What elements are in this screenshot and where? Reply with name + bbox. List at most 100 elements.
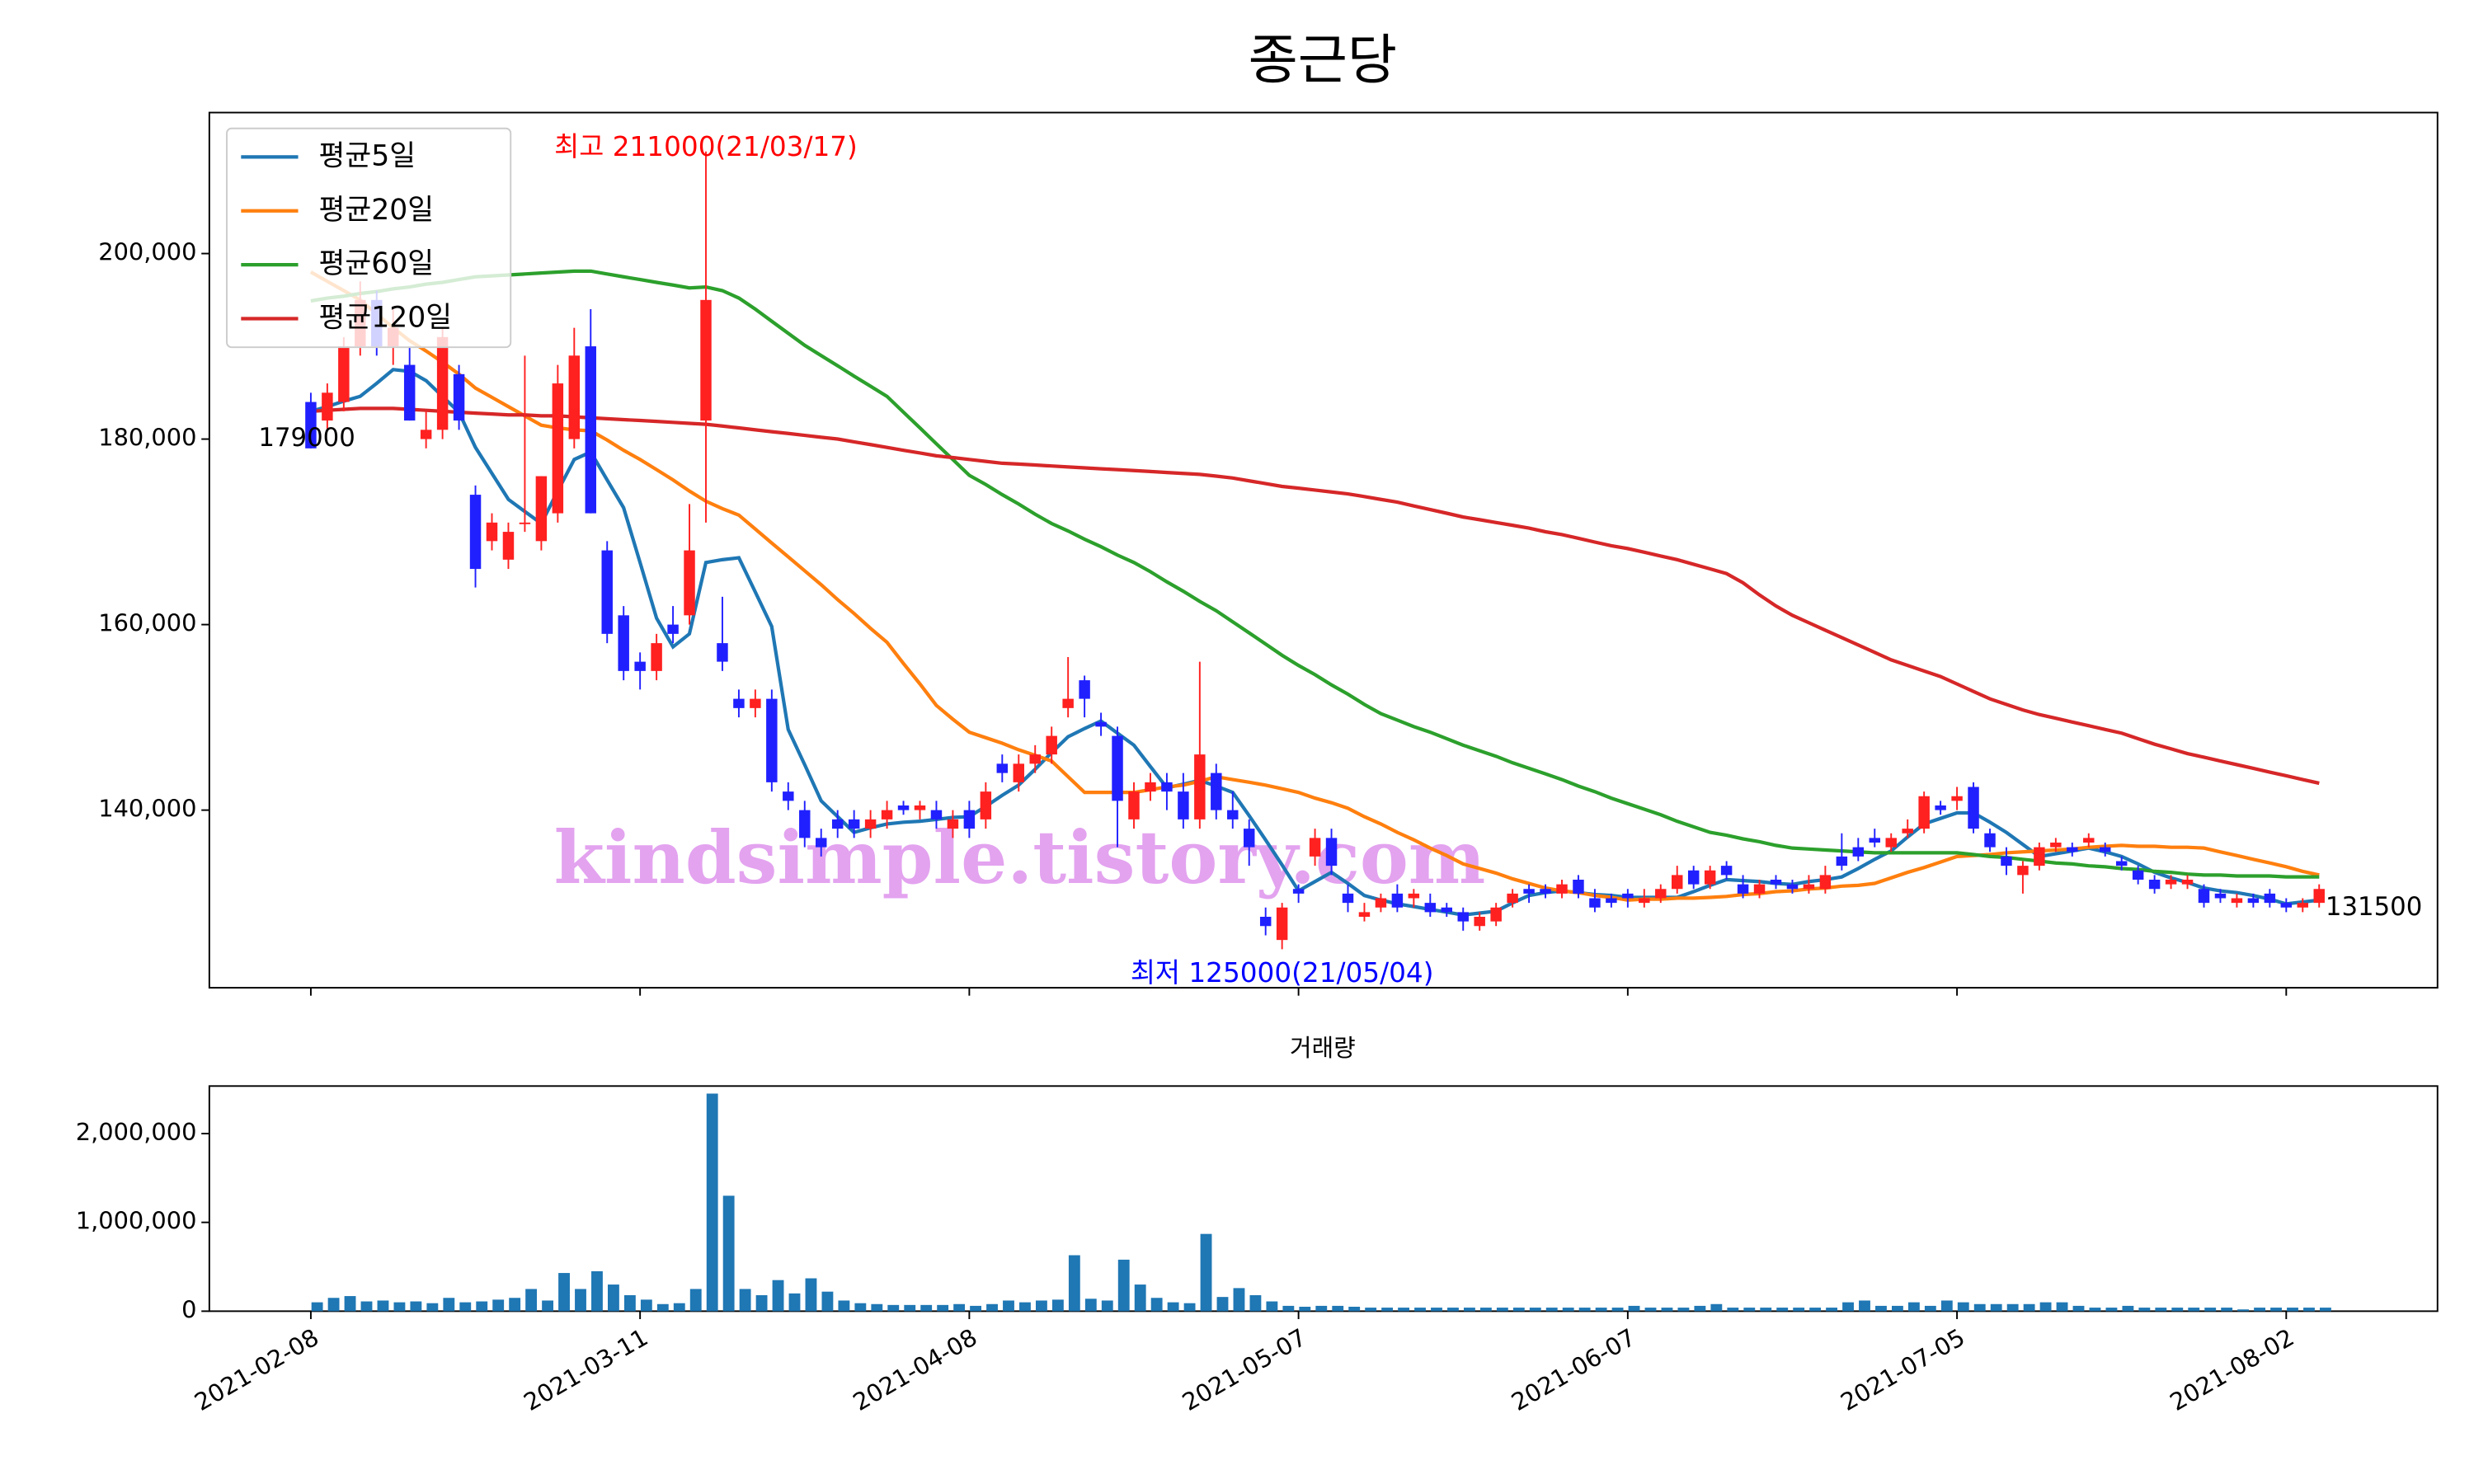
y-tick-label: 200,000 <box>98 238 196 266</box>
volume-bar <box>1183 1303 1196 1312</box>
y-tick-label: 0 <box>181 1295 196 1323</box>
volume-bar <box>1496 1308 1508 1312</box>
candle-body <box>1408 893 1420 899</box>
volume-bar <box>821 1291 834 1312</box>
volume-bar <box>1315 1305 1328 1312</box>
volume-bar <box>1793 1308 1805 1312</box>
candle-body <box>634 661 646 671</box>
candle-body <box>750 698 761 708</box>
volume-bar <box>1348 1306 1361 1312</box>
candle-body <box>2115 861 2128 866</box>
volume-bar <box>608 1284 619 1312</box>
candle-body <box>881 810 893 819</box>
candle-body <box>1424 903 1437 913</box>
candle-body <box>1655 889 1667 899</box>
candle-body <box>1968 787 1979 829</box>
volume-bar <box>2254 1308 2265 1312</box>
volume-bar <box>1036 1300 1047 1312</box>
volume-bar <box>1381 1308 1394 1312</box>
volume-bar <box>393 1302 406 1312</box>
volume-bar <box>1431 1308 1442 1312</box>
volume-bar <box>1464 1308 1475 1312</box>
volume-bar <box>525 1289 538 1312</box>
candle-body <box>519 522 531 524</box>
candle-body <box>2001 856 2012 866</box>
volume-bar <box>871 1303 883 1312</box>
volume-bar <box>311 1302 323 1312</box>
volume-bar <box>1595 1308 1607 1312</box>
volume-bar <box>2287 1308 2298 1312</box>
volume-bar <box>1233 1288 1245 1312</box>
volume-bar <box>1200 1233 1212 1312</box>
volume-bar <box>838 1300 850 1312</box>
volume-bar <box>1727 1308 1739 1312</box>
candle-body <box>930 810 943 819</box>
candle-body <box>1770 880 1782 885</box>
volume-bar <box>689 1289 702 1312</box>
candle-body <box>897 805 910 810</box>
candle-body <box>469 495 482 570</box>
candle-body <box>1819 875 1832 890</box>
volume-bar <box>1282 1305 1295 1312</box>
volume-bar <box>1365 1308 1377 1312</box>
volume-bar <box>1150 1298 1163 1312</box>
volume-bar <box>344 1296 356 1312</box>
volume-bar <box>1167 1302 1179 1312</box>
candle-body <box>2132 870 2144 881</box>
candle-body <box>1753 884 1766 894</box>
candle-body <box>1474 917 1485 927</box>
candle-body <box>1292 889 1305 894</box>
candle-body <box>2017 866 2029 876</box>
volume-bar <box>1332 1305 1344 1312</box>
candle-body <box>2181 880 2194 885</box>
candle-body <box>552 383 564 514</box>
candle-body <box>1227 810 1239 819</box>
volume-bar <box>623 1294 636 1312</box>
candle-body <box>980 791 992 819</box>
candle-body <box>1029 754 1041 764</box>
candle-body <box>1079 680 1090 699</box>
candle-body <box>1161 782 1173 792</box>
volume-bar <box>1414 1308 1426 1312</box>
volume-bar <box>970 1305 981 1312</box>
volume-bar <box>1447 1308 1459 1312</box>
candle-body <box>947 819 959 829</box>
candle-body <box>1309 838 1321 857</box>
candle-body <box>1639 898 1650 904</box>
volume-bar <box>591 1270 603 1312</box>
legend-label: 평균120일 <box>319 302 453 335</box>
candle-body <box>1441 907 1452 913</box>
candle-body <box>1540 889 1551 894</box>
volume-bar <box>2056 1302 2068 1312</box>
volume-bar <box>2221 1308 2233 1312</box>
volume-bar <box>1249 1294 1262 1312</box>
last-label: 131500 <box>2326 892 2422 922</box>
legend-box <box>226 127 512 349</box>
y-tick-label: 2,000,000 <box>76 1118 197 1146</box>
candle-body <box>1902 829 1913 834</box>
candle-body <box>816 838 827 848</box>
volume-bar <box>739 1289 751 1312</box>
volume-bar <box>377 1300 389 1312</box>
volume-bar <box>1957 1302 1969 1312</box>
volume-bar <box>2204 1308 2217 1312</box>
candle-body <box>1672 875 1683 890</box>
candle-body <box>2297 903 2308 908</box>
volume-bar <box>1892 1305 1903 1312</box>
volume-bar <box>706 1093 718 1312</box>
volume-bar <box>426 1303 439 1312</box>
volume-bar <box>558 1273 570 1312</box>
candle-body <box>1523 889 1535 894</box>
volume-bar <box>1743 1308 1756 1312</box>
candle-body <box>1573 880 1584 894</box>
volume-bar <box>673 1303 685 1312</box>
volume-bar <box>1907 1302 1920 1312</box>
candle-body <box>1062 698 1074 708</box>
candle-body <box>1836 856 1848 866</box>
candle-body <box>783 791 794 801</box>
volume-bar <box>1512 1308 1525 1312</box>
candle-body <box>2214 893 2227 899</box>
volume-bar <box>1990 1303 2002 1312</box>
y-tick-label: 140,000 <box>98 795 196 823</box>
volume-bar <box>1266 1301 1278 1312</box>
